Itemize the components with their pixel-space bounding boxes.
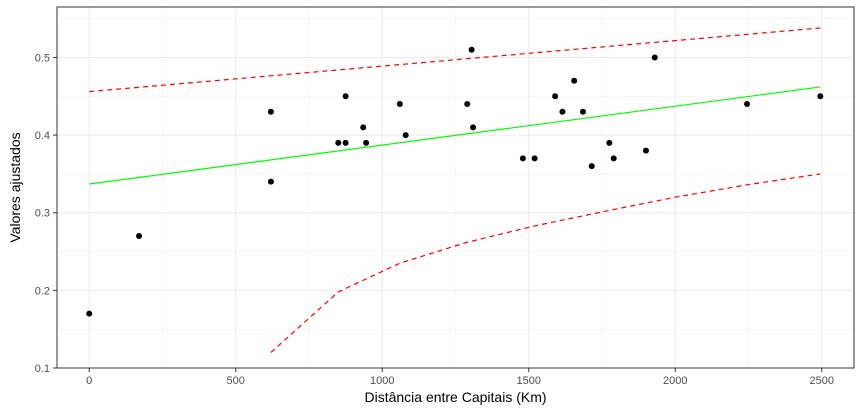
fitted-line-line: [89, 86, 821, 185]
y-tick-label: 0.1: [35, 363, 50, 375]
data-point: [606, 139, 613, 146]
data-point: [571, 77, 578, 84]
x-tick-label: 2500: [810, 375, 834, 387]
data-point: [579, 108, 586, 115]
data-point: [470, 124, 477, 131]
data-point: [136, 233, 143, 240]
data-point: [335, 139, 342, 146]
x-tick-label: 500: [227, 375, 245, 387]
data-point: [267, 178, 274, 185]
data-point: [267, 108, 274, 115]
x-tick-label: 0: [86, 375, 92, 387]
data-point: [402, 132, 409, 139]
data-point: [817, 93, 824, 100]
x-tick-label: 1000: [370, 375, 394, 387]
data-point: [588, 163, 595, 170]
data-point: [531, 155, 538, 162]
data-point: [86, 310, 93, 317]
y-tick-label: 0.2: [35, 285, 50, 297]
data-point: [559, 108, 566, 115]
data-point: [396, 101, 403, 108]
data-point: [642, 147, 649, 154]
lower-bound-line: [270, 173, 821, 353]
data-point: [744, 101, 751, 108]
y-tick-label: 0.5: [35, 52, 50, 64]
data-point: [363, 139, 370, 146]
y-axis-title: Valores ajustados: [7, 132, 23, 242]
y-axis-ticks: 0.1 0.2 0.3 0.4 0.5: [35, 52, 57, 375]
data-point: [468, 46, 475, 53]
x-tick-label: 2000: [663, 375, 687, 387]
x-axis-title: Distância entre Capitais (Km): [364, 389, 546, 405]
panel-border: [56, 6, 855, 369]
data-point: [519, 155, 526, 162]
y-tick-label: 0.4: [35, 130, 50, 142]
x-axis-ticks: 0 500 1000 1500 2000 2500: [86, 368, 834, 387]
data-point: [342, 93, 349, 100]
data-points: [86, 46, 824, 317]
chart-lines: [89, 27, 821, 353]
data-point: [360, 124, 367, 131]
data-point: [651, 54, 658, 61]
data-point: [464, 101, 471, 108]
data-point: [342, 139, 349, 146]
grid: [57, 7, 854, 369]
data-point: [610, 155, 617, 162]
data-point: [552, 93, 559, 100]
x-tick-label: 1500: [517, 375, 541, 387]
y-tick-label: 0.3: [35, 208, 50, 220]
